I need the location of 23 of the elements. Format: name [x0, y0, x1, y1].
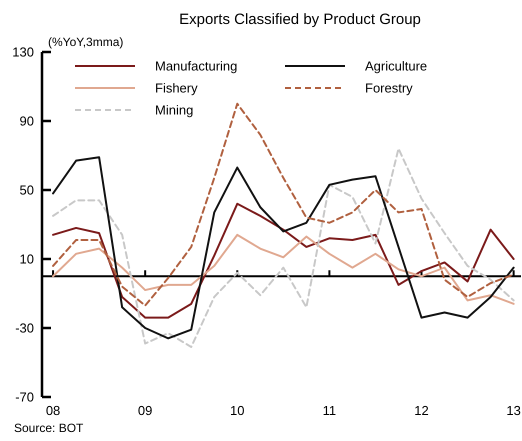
- y-tick-label: 90: [20, 114, 34, 129]
- y-tick-label: 50: [20, 182, 34, 198]
- legend-label: Manufacturing: [155, 58, 238, 74]
- y-tick-label: 10: [20, 252, 34, 267]
- legend-label: Forestry: [365, 80, 414, 96]
- y-tick-label: 130: [12, 44, 34, 60]
- x-tick-label: 11: [322, 403, 336, 418]
- legend-label: Fishery: [155, 80, 198, 96]
- x-tick-label: 10: [230, 403, 245, 418]
- chart-title: Exports Classified by Product Group: [179, 11, 421, 28]
- source-note: Source: BOT: [14, 421, 84, 435]
- legend-label: Mining: [155, 102, 194, 118]
- x-tick-label: 12: [414, 403, 429, 418]
- legend-label: Agriculture: [365, 58, 428, 74]
- y-tick-label: -30: [15, 320, 34, 336]
- line-series: [52, 202, 515, 319]
- line-series: [52, 234, 515, 305]
- x-tick-label: 08: [46, 403, 60, 418]
- y-tick-label: -70: [15, 390, 34, 405]
- y-axis-title: (%YoY,3mma): [48, 35, 124, 49]
- x-tick-label: 13: [506, 403, 521, 418]
- x-tick-label: 09: [138, 403, 152, 418]
- line-series: [52, 102, 515, 307]
